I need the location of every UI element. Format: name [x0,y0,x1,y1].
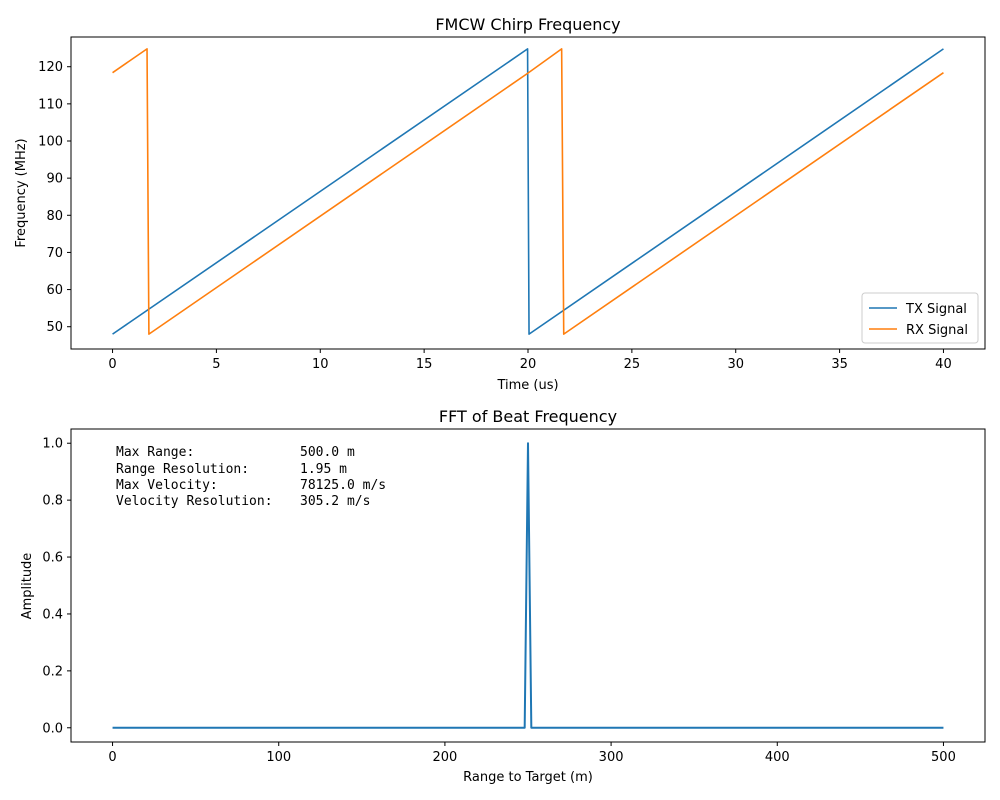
x-tick-label: 500 [931,750,956,765]
x-tick-label: 400 [765,750,790,765]
x-tick-label: 300 [599,750,624,765]
y-tick-label: 100 [38,135,63,150]
x-tick-label: 200 [432,750,457,765]
annotation-max-range-value: 500.0 m [300,445,355,460]
y-tick-label: 120 [38,60,63,75]
fft-plot-series [112,442,944,729]
legend-rx-label: RX Signal [906,323,968,338]
x-tick-label: 0 [108,357,116,372]
x-tick-label: 0 [108,750,116,765]
fft-beat-frequency-plot: FFT of Beat Frequency 0 100 200 300 400 500 0… [20,407,986,785]
x-tick-label: 100 [266,750,291,765]
x-tick-label: 35 [831,357,848,372]
y-tick-label: 70 [46,246,63,261]
x-tick-label: 20 [520,357,537,372]
y-tick-label: 0.6 [42,551,63,566]
chirp-plot-x-label: Time (us) [496,378,558,393]
chirp-plot-title: FMCW Chirp Frequency [435,15,620,34]
y-tick-label: 90 [46,172,63,187]
x-tick-label: 15 [416,357,433,372]
y-tick-label: 0.0 [42,721,63,736]
annotation-range-resolution-value: 1.95 m [300,462,347,477]
chirp-plot-y-ticks: 50 60 70 80 90 100 110 120 [38,60,71,335]
chirp-plot-legend: TX Signal RX Signal [861,292,979,344]
y-tick-label: 0.4 [42,607,63,622]
x-tick-label: 25 [624,357,641,372]
x-tick-label: 30 [727,357,744,372]
annotation-max-range-label: Max Range: [116,445,194,460]
x-tick-label: 40 [935,357,952,372]
x-tick-label: 5 [212,357,220,372]
fft-plot-y-label: Amplitude [20,553,35,620]
chirp-frequency-plot: FMCW Chirp Frequency 0 5 10 15 20 25 30 35 40 50… [14,15,986,393]
annotation-velocity-resolution-label: Velocity Resolution: [116,494,273,509]
fft-plot-x-ticks: 0 100 200 300 400 500 [108,742,956,765]
annotation-range-resolution-label: Range Resolution: [116,462,249,477]
chirp-plot-series [112,48,944,335]
series-line-amplitude [112,442,944,729]
fft-plot-frame [70,428,986,743]
annotation-max-velocity-label: Max Velocity: [116,478,218,493]
y-tick-label: 80 [46,209,63,224]
chirp-plot-x-ticks: 0 5 10 15 20 25 30 35 40 [108,349,952,372]
x-tick-label: 10 [312,357,329,372]
fft-plot-title: FFT of Beat Frequency [439,407,617,426]
fft-plot-y-ticks: 0.0 0.2 0.4 0.6 0.8 1.0 [42,437,71,736]
legend-tx-label: TX Signal [905,302,967,317]
series-line-tx-signal [112,48,944,335]
fft-plot-annotation: Max Range: 500.0 m Range Resolution: 1.9… [116,445,386,509]
series-line-rx-signal [112,48,944,335]
chirp-plot-y-label: Frequency (MHz) [14,138,29,247]
annotation-max-velocity-value: 78125.0 m/s [300,478,386,493]
legend-box [861,292,979,344]
y-tick-label: 110 [38,97,63,112]
y-tick-label: 0.8 [42,494,63,509]
y-tick-label: 50 [46,320,63,335]
y-tick-label: 0.2 [42,664,63,679]
fft-plot-x-label: Range to Target (m) [463,770,593,785]
y-tick-label: 1.0 [42,437,63,452]
y-tick-label: 60 [46,283,63,298]
annotation-velocity-resolution-value: 305.2 m/s [300,494,370,509]
